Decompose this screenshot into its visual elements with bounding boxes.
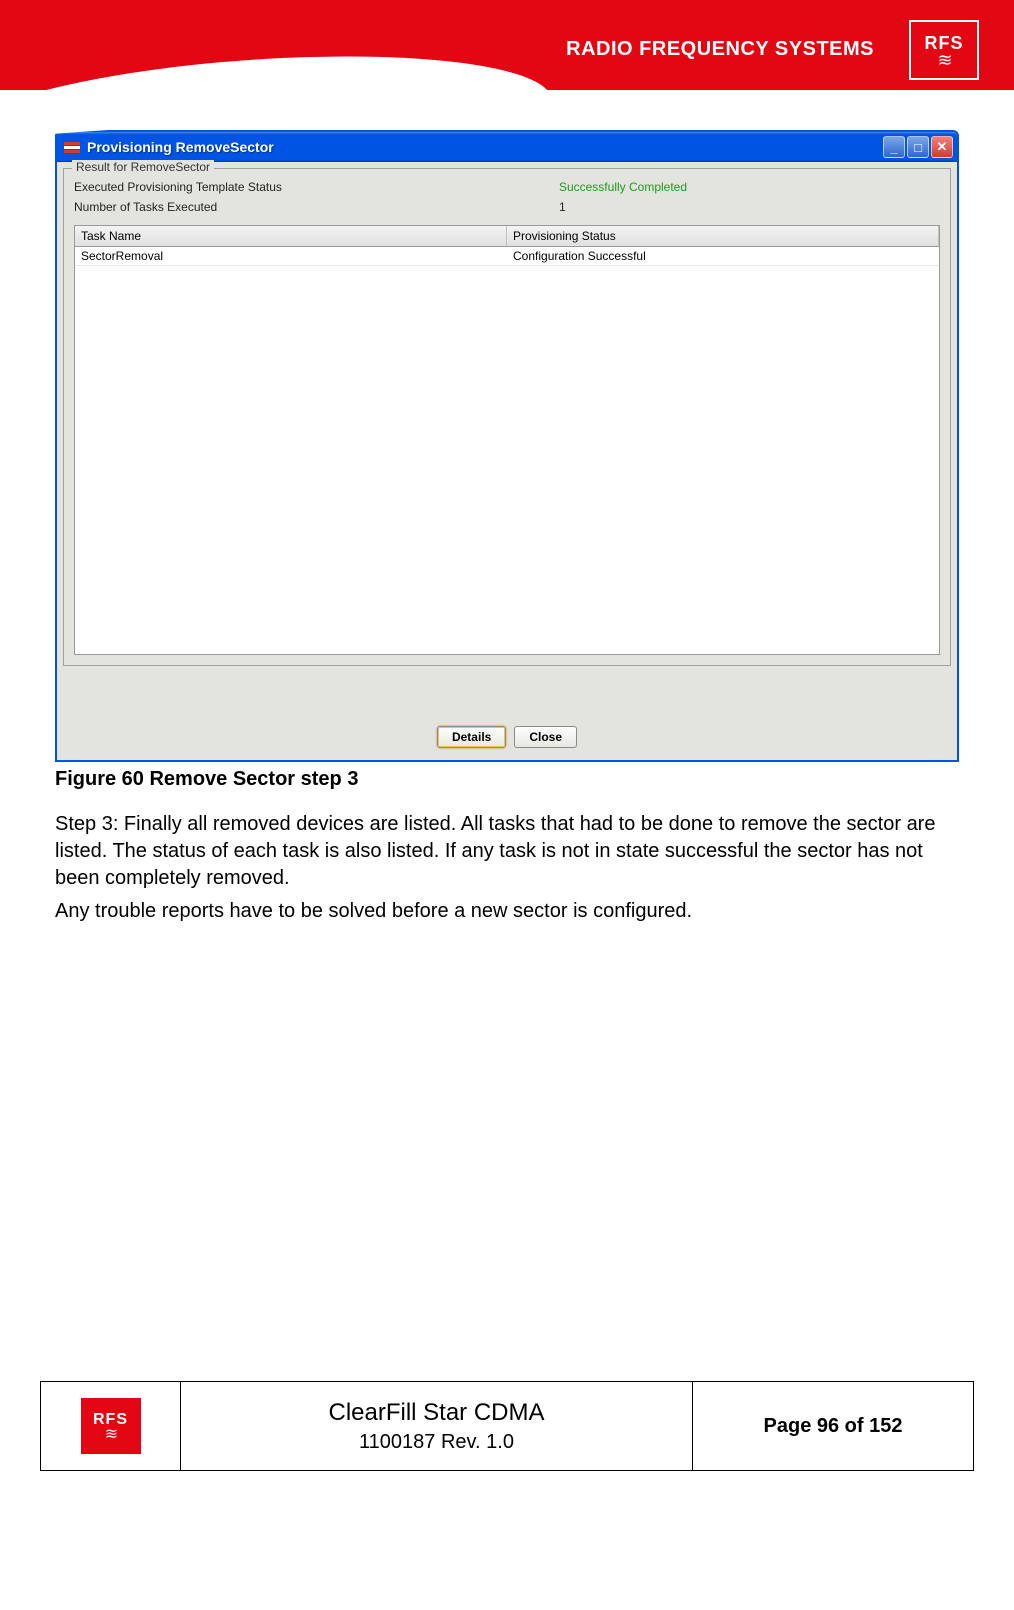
task-name-cell: SectorRemoval (75, 247, 507, 266)
minimize-button[interactable]: _ (883, 136, 905, 158)
brand-text: RADIO FREQUENCY SYSTEMS (566, 38, 874, 61)
result-fieldset: Result for RemoveSector Executed Provisi… (63, 168, 951, 666)
status-label: Number of Tasks Executed (74, 200, 559, 214)
task-status-cell: Configuration Successful (507, 247, 939, 266)
rfs-logo-waves-icon: ≋ (105, 1429, 116, 1440)
document-page: RADIO FREQUENCY SYSTEMS RFS ≋ Provisioni… (0, 0, 1014, 1501)
task-table: Task Name Provisioning Status SectorRemo… (74, 225, 940, 655)
window-icon (63, 139, 81, 155)
provisioning-window: Provisioning RemoveSector _ □ ✕ Result f… (55, 130, 959, 762)
window-titlebar[interactable]: Provisioning RemoveSector _ □ ✕ (57, 132, 957, 162)
dialog-button-row: Details Close (63, 666, 951, 748)
page-footer-wrap: RFS ≋ ClearFill Star CDMA 1100187 Rev. 1… (0, 1381, 1014, 1501)
footer-logo-cell: RFS ≋ (41, 1382, 181, 1470)
table-header-row: Task Name Provisioning Status (75, 226, 939, 247)
maximize-button[interactable]: □ (907, 136, 929, 158)
footer-revision: 1100187 Rev. 1.0 (359, 1431, 514, 1454)
status-row: Executed Provisioning Template Status Su… (74, 177, 940, 197)
table-row[interactable]: SectorRemoval Configuration Successful (75, 247, 939, 266)
titlebar-buttons: _ □ ✕ (883, 136, 953, 158)
status-value: 1 (559, 200, 566, 214)
figure-caption: Figure 60 Remove Sector step 3 (55, 768, 959, 791)
close-window-button[interactable]: ✕ (931, 136, 953, 158)
page-header: RADIO FREQUENCY SYSTEMS RFS ≋ (0, 0, 1014, 120)
close-button[interactable]: Close (514, 726, 577, 748)
details-button[interactable]: Details (437, 726, 506, 748)
window-title: Provisioning RemoveSector (87, 139, 883, 155)
footer-center-cell: ClearFill Star CDMA 1100187 Rev. 1.0 (181, 1382, 693, 1470)
rfs-logo-waves-icon: ≋ (937, 54, 950, 67)
status-row: Number of Tasks Executed 1 (74, 197, 940, 217)
rfs-logo-footer: RFS ≋ (81, 1398, 141, 1454)
column-header-provisioning-status[interactable]: Provisioning Status (507, 226, 939, 247)
footer-product: ClearFill Star CDMA (328, 1399, 544, 1427)
footer-right-cell: Page 96 of 152 (693, 1382, 973, 1470)
status-value-success: Successfully Completed (559, 180, 687, 194)
body-paragraph: Any trouble reports have to be solved be… (55, 898, 959, 925)
column-header-task-name[interactable]: Task Name (75, 226, 507, 247)
window-body: Result for RemoveSector Executed Provisi… (57, 162, 957, 760)
table-body: SectorRemoval Configuration Successful (75, 247, 939, 654)
content-area: Provisioning RemoveSector _ □ ✕ Result f… (0, 120, 1014, 951)
status-label: Executed Provisioning Template Status (74, 180, 559, 194)
page-footer: RFS ≋ ClearFill Star CDMA 1100187 Rev. 1… (40, 1381, 974, 1471)
fieldset-legend: Result for RemoveSector (72, 160, 214, 174)
footer-page-number: Page 96 of 152 (764, 1415, 903, 1438)
body-paragraph: Step 3: Finally all removed devices are … (55, 811, 959, 892)
rfs-logo: RFS ≋ (909, 20, 979, 80)
